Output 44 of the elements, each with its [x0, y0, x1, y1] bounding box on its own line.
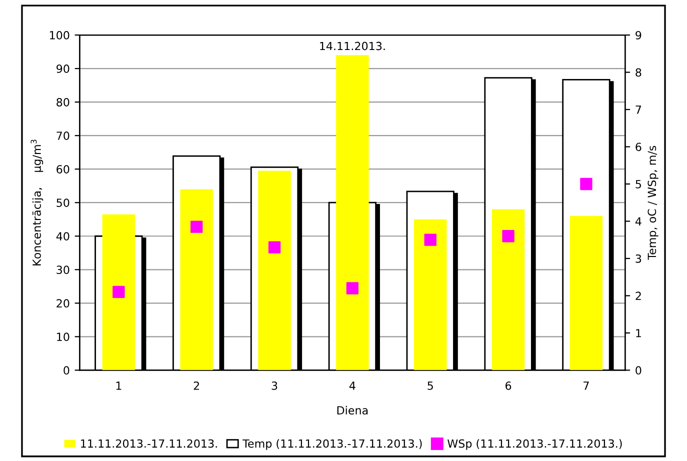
y2-axis-title: Temp, oC / WSp, m/s [648, 146, 658, 260]
y-tick-label: 90 [56, 64, 70, 73]
y2-tick-label: 0 [636, 366, 642, 375]
y-tick-label: 10 [57, 332, 70, 342]
legend-label: Temp (11.11.2013.-17.11.2013.) [242, 439, 422, 450]
y-tick-label: 80 [56, 98, 70, 106]
y-axis-title: Koncentrācija, µg/m$^{3}$ [30, 140, 44, 266]
y2-tick-label: 6 [636, 142, 642, 152]
legend-label: 11.11.2013.-17.11.2013. [81, 439, 217, 448]
point [112, 286, 125, 298]
point [502, 230, 514, 242]
point [580, 178, 592, 190]
y2-tick-label: 1 [636, 329, 641, 338]
x-tick-label: 5 [428, 382, 433, 390]
y2-tick-label: 9 [636, 31, 642, 40]
y2-tick-label: 2 [636, 292, 641, 300]
x-tick-label: 2 [194, 381, 199, 390]
y-tick-label: 20 [56, 299, 70, 308]
y2-tick-label: 8 [636, 68, 642, 77]
y2-tick-label: 4 [635, 217, 642, 226]
point [424, 234, 436, 246]
x-tick-label: 7 [584, 382, 589, 390]
y-tick-label: 100 [50, 31, 70, 40]
point [268, 241, 281, 254]
annotation: 14.11.2013. [320, 42, 385, 50]
y-tick-label: 70 [56, 132, 70, 140]
x-tick-label: 4 [349, 382, 356, 390]
point [346, 282, 359, 294]
y2-tick-label: 7 [636, 106, 642, 114]
x-tick-label: 3 [272, 381, 278, 390]
bar [570, 216, 603, 370]
y2-tick-label: 5 [636, 180, 641, 188]
legend-label: WSp (11.11.2013.-17.11.2013.) [448, 439, 622, 450]
y-tick-label: 40 [56, 232, 70, 241]
y2-tick-label: 3 [636, 254, 642, 263]
x-tick-label: 1 [116, 382, 122, 390]
x-axis-title: Diena [337, 406, 368, 415]
y-tick-label: 0 [64, 366, 70, 375]
y-tick-label: 60 [56, 165, 70, 174]
y-tick-label: 50 [56, 198, 70, 207]
bar [492, 209, 525, 370]
point [190, 220, 203, 233]
x-tick-label: 6 [506, 381, 512, 390]
y-tick-label: 30 [56, 266, 70, 274]
